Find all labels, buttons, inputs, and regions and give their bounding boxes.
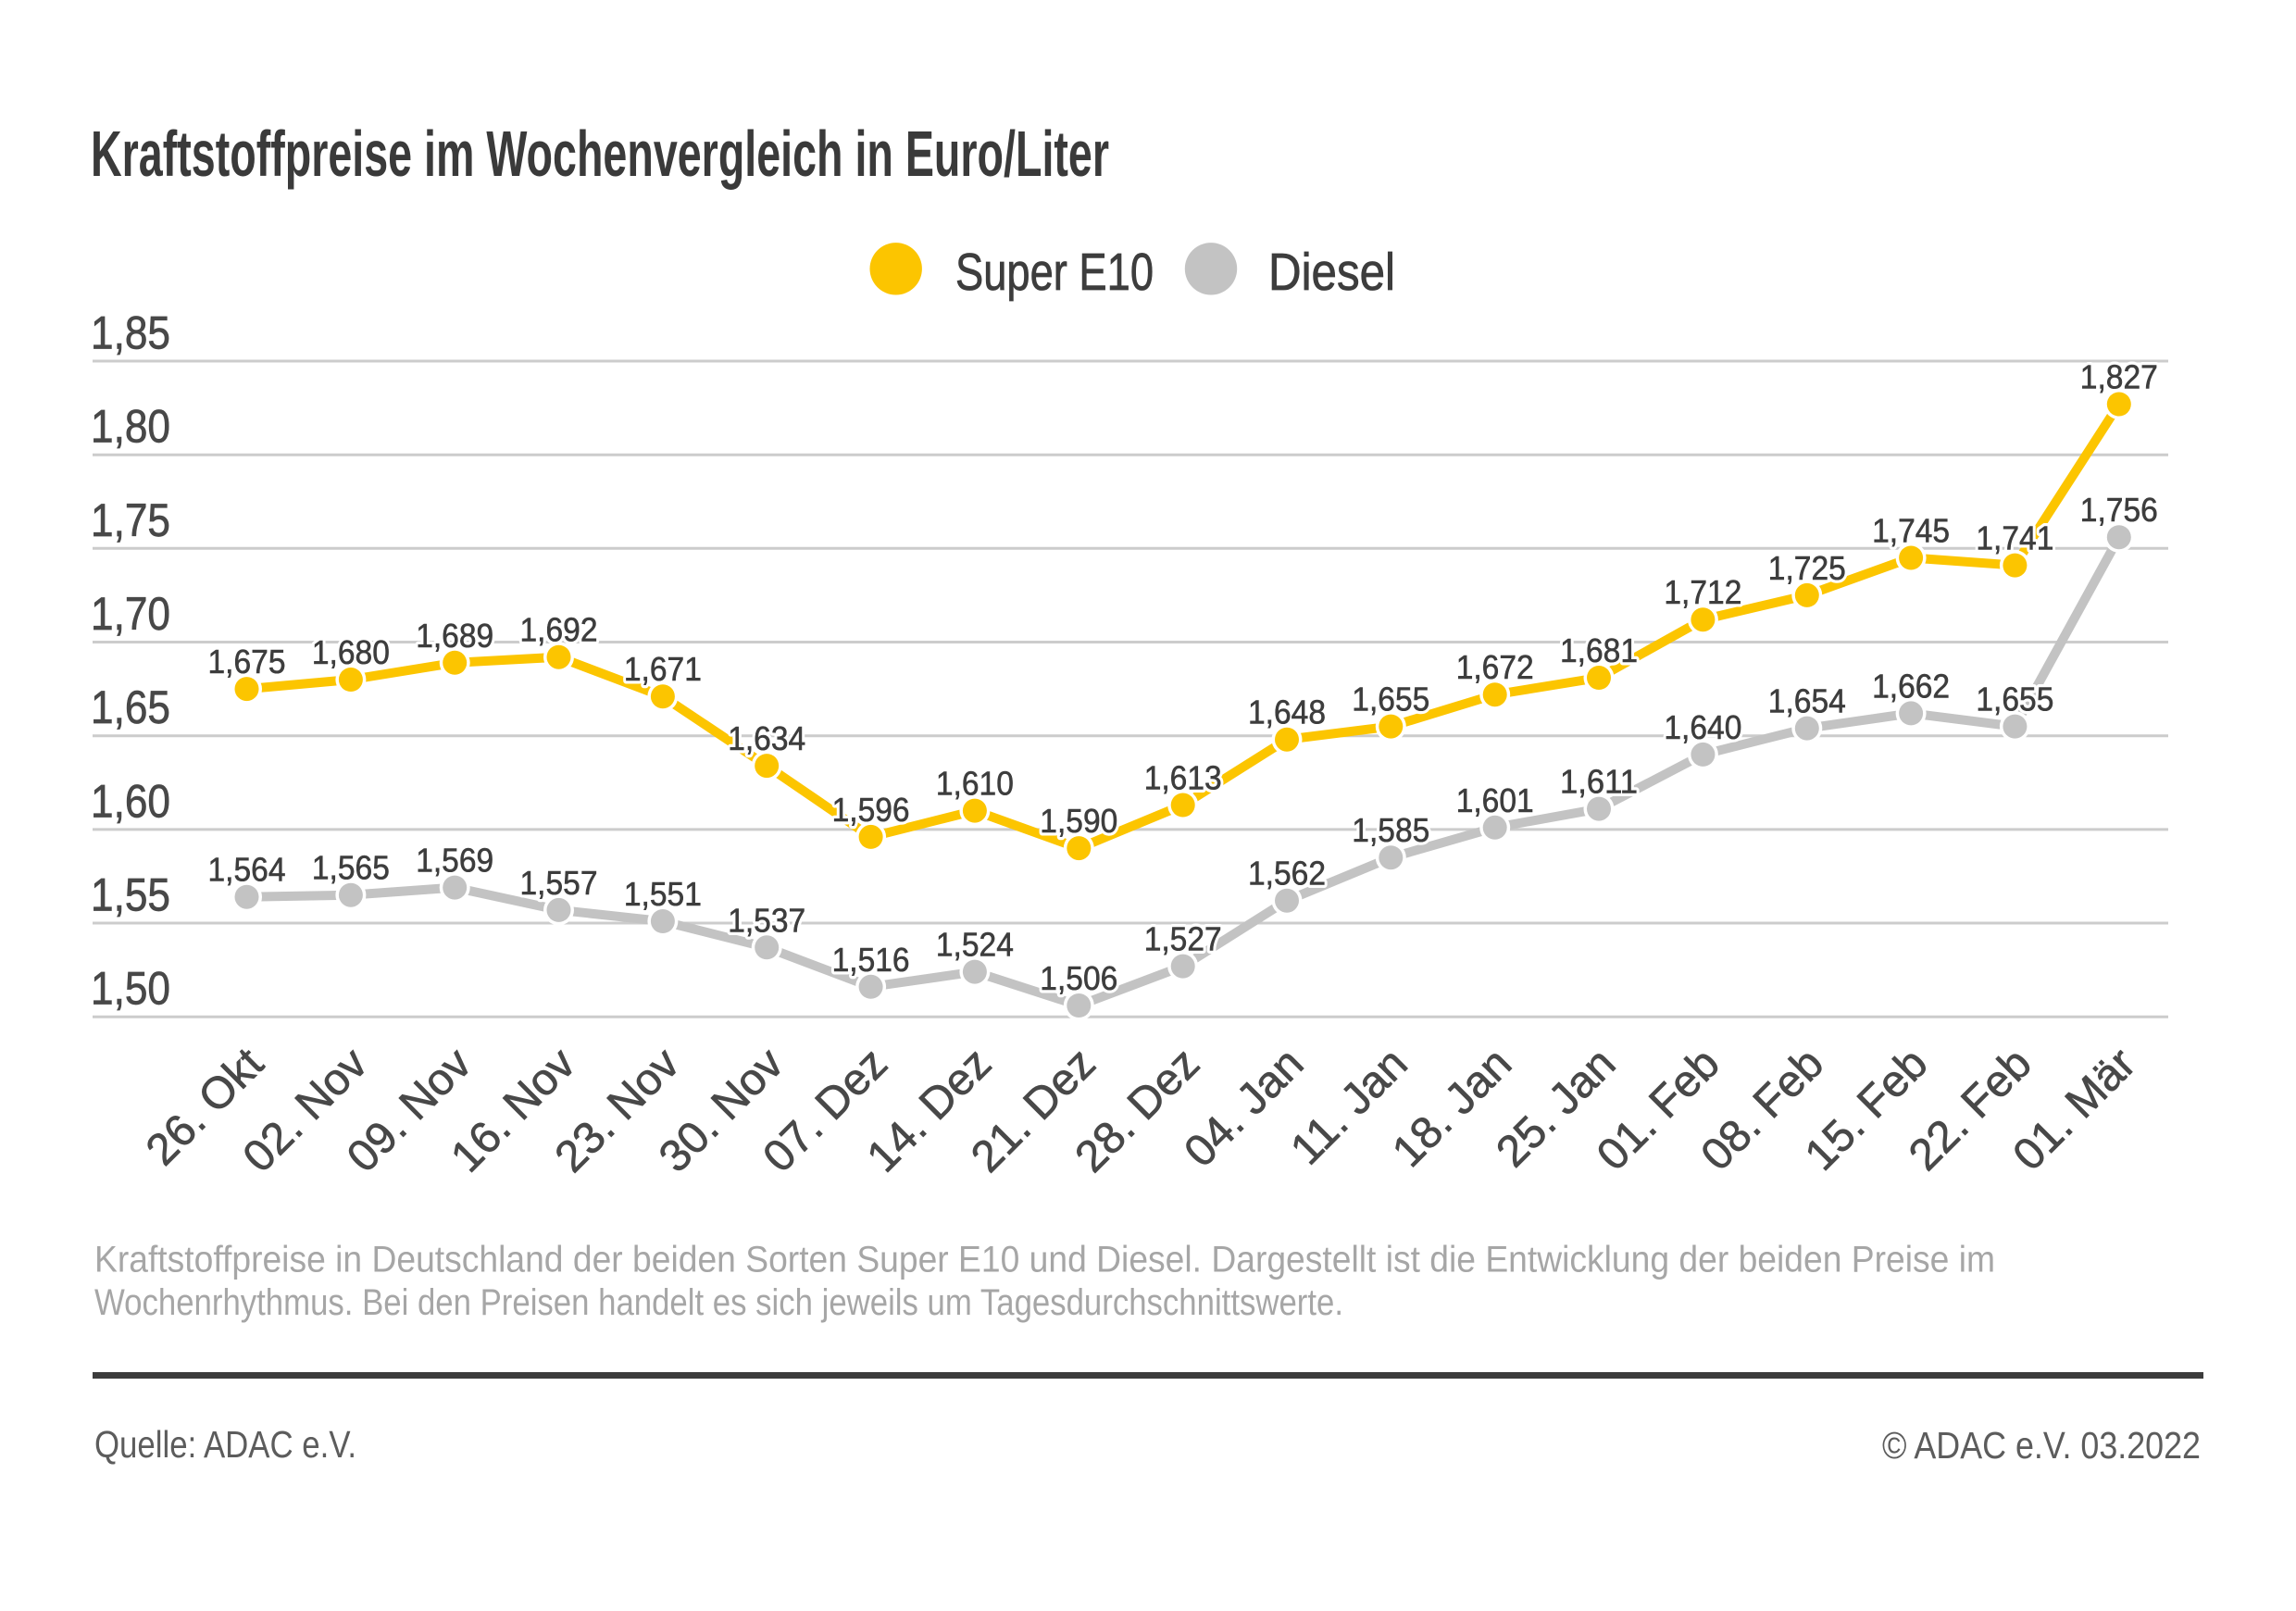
svg-text:Diesel: Diesel [1268, 243, 1395, 302]
svg-text:1,640: 1,640 [1664, 708, 1741, 746]
svg-text:1,516: 1,516 [832, 941, 910, 979]
svg-text:1,565: 1,565 [312, 849, 390, 887]
svg-text:Super E10: Super E10 [955, 243, 1154, 302]
svg-text:1,654: 1,654 [1768, 682, 1846, 720]
svg-text:1,655: 1,655 [1976, 681, 2053, 718]
svg-text:1,601: 1,601 [1456, 781, 1534, 819]
svg-text:1,611: 1,611 [1560, 763, 1638, 801]
svg-text:1,524: 1,524 [936, 926, 1014, 964]
svg-text:1,745: 1,745 [1872, 512, 1950, 550]
svg-text:1,564: 1,564 [208, 851, 286, 889]
svg-text:Wochenrhythmus. Bei den Preise: Wochenrhythmus. Bei den Preisen handelt … [94, 1282, 1343, 1323]
svg-text:1,672: 1,672 [1456, 648, 1534, 686]
svg-text:1,680: 1,680 [312, 633, 390, 671]
svg-text:1,75: 1,75 [91, 494, 170, 546]
svg-text:1,672: 1,672 [1456, 648, 1534, 686]
svg-text:1,596: 1,596 [832, 791, 910, 829]
svg-text:1,712: 1,712 [1664, 573, 1741, 611]
svg-text:1,65: 1,65 [91, 681, 170, 733]
svg-text:1,745: 1,745 [1872, 512, 1950, 550]
svg-text:1,613: 1,613 [1144, 759, 1222, 797]
svg-text:1,601: 1,601 [1456, 781, 1534, 819]
svg-text:1,557: 1,557 [520, 864, 598, 902]
svg-text:1,675: 1,675 [208, 643, 286, 681]
svg-text:1,562: 1,562 [1248, 855, 1326, 893]
svg-text:1,506: 1,506 [1040, 959, 1117, 997]
svg-text:1,671: 1,671 [624, 650, 702, 688]
svg-text:1,725: 1,725 [1768, 549, 1846, 587]
svg-text:1,60: 1,60 [91, 775, 170, 827]
svg-text:1,527: 1,527 [1144, 920, 1222, 958]
svg-text:1,562: 1,562 [1248, 855, 1326, 893]
svg-text:1,80: 1,80 [91, 401, 170, 453]
svg-text:1,565: 1,565 [312, 849, 390, 887]
svg-text:1,70: 1,70 [91, 588, 170, 640]
svg-text:Quelle: ADAC e.V.: Quelle: ADAC e.V. [94, 1423, 356, 1466]
svg-text:1,648: 1,648 [1248, 693, 1326, 731]
svg-text:1,756: 1,756 [2080, 491, 2158, 529]
svg-text:1,55: 1,55 [91, 869, 170, 921]
svg-text:1,506: 1,506 [1040, 959, 1117, 997]
svg-text:1,655: 1,655 [1352, 681, 1429, 718]
svg-text:Kraftstoffpreise im Wochenverg: Kraftstoffpreise im Wochenvergleich in E… [91, 118, 1109, 190]
svg-text:1,596: 1,596 [832, 791, 910, 829]
svg-text:1,662: 1,662 [1872, 667, 1950, 705]
svg-text:1,537: 1,537 [728, 901, 805, 939]
svg-text:1,590: 1,590 [1040, 802, 1117, 840]
svg-text:1,827: 1,827 [2080, 358, 2158, 396]
svg-text:© ADAC e.V. 03.2022: © ADAC e.V. 03.2022 [1882, 1424, 2201, 1467]
svg-text:1,613: 1,613 [1144, 759, 1222, 797]
svg-text:1,551: 1,551 [624, 875, 702, 913]
svg-text:1,689: 1,689 [416, 617, 493, 655]
svg-text:1,585: 1,585 [1352, 811, 1429, 849]
svg-text:1,827: 1,827 [2080, 358, 2158, 396]
svg-text:1,610: 1,610 [936, 765, 1014, 803]
svg-text:1,689: 1,689 [416, 617, 493, 655]
svg-text:1,655: 1,655 [1976, 681, 2053, 718]
svg-text:Kraftstoffpreise in Deutschlan: Kraftstoffpreise in Deutschland der beid… [94, 1239, 1995, 1280]
svg-text:1,681: 1,681 [1560, 631, 1638, 669]
svg-text:1,634: 1,634 [728, 719, 805, 757]
svg-text:1,585: 1,585 [1352, 811, 1429, 849]
svg-text:1,557: 1,557 [520, 864, 598, 902]
svg-text:1,692: 1,692 [520, 611, 598, 649]
svg-text:1,524: 1,524 [936, 926, 1014, 964]
svg-text:1,675: 1,675 [208, 643, 286, 681]
svg-text:1,681: 1,681 [1560, 631, 1638, 669]
svg-text:1,551: 1,551 [624, 875, 702, 913]
svg-text:1,692: 1,692 [520, 611, 598, 649]
svg-text:1,756: 1,756 [2080, 491, 2158, 529]
svg-text:1,725: 1,725 [1768, 549, 1846, 587]
svg-text:1,634: 1,634 [728, 719, 805, 757]
svg-text:1,640: 1,640 [1664, 708, 1741, 746]
svg-text:1,516: 1,516 [832, 941, 910, 979]
svg-text:1,610: 1,610 [936, 765, 1014, 803]
svg-text:1,680: 1,680 [312, 633, 390, 671]
svg-text:1,590: 1,590 [1040, 802, 1117, 840]
svg-text:1,662: 1,662 [1872, 667, 1950, 705]
svg-text:1,611: 1,611 [1560, 763, 1638, 801]
svg-text:1,85: 1,85 [91, 307, 170, 359]
svg-text:1,564: 1,564 [208, 851, 286, 889]
svg-text:1,50: 1,50 [91, 963, 170, 1015]
svg-text:1,671: 1,671 [624, 650, 702, 688]
svg-text:1,569: 1,569 [416, 842, 493, 880]
svg-text:1,712: 1,712 [1664, 573, 1741, 611]
svg-text:1,741: 1,741 [1976, 519, 2053, 557]
svg-text:1,527: 1,527 [1144, 920, 1222, 958]
svg-text:1,654: 1,654 [1768, 682, 1846, 720]
svg-text:1,648: 1,648 [1248, 693, 1326, 731]
svg-text:1,655: 1,655 [1352, 681, 1429, 718]
svg-text:1,537: 1,537 [728, 901, 805, 939]
svg-text:1,569: 1,569 [416, 842, 493, 880]
svg-text:1,741: 1,741 [1976, 519, 2053, 557]
